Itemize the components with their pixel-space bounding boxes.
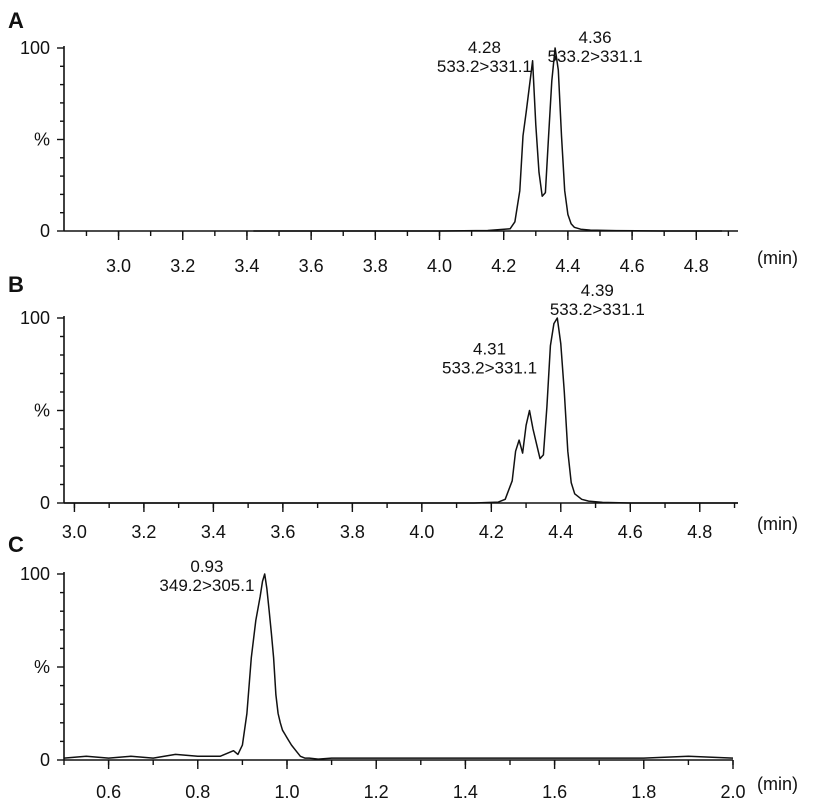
chart-panel-c: C 100% 0 0.6 0.8 1.0 1.2 1.4 1.6 1.8 2.0 (min) 0.933… <box>8 532 798 802</box>
y-axis-label: % <box>34 657 50 677</box>
y-axis-label: % <box>34 130 50 150</box>
x-tick-label: 3.4 <box>234 256 259 276</box>
peak-retention-time: 4.28 <box>468 38 501 57</box>
x-tick-label: 4.2 <box>479 522 504 542</box>
y-tick-label: 0 <box>40 221 50 241</box>
y-axis-label: % <box>34 401 50 421</box>
x-tick-label: 1.4 <box>453 782 478 802</box>
y-tick-label: 100 <box>20 38 50 58</box>
peak-transition-label: 533.2>331.1 <box>548 47 643 66</box>
x-axis-unit: (min) <box>757 248 798 268</box>
panel-letter: B <box>8 272 24 297</box>
x-tick-label: 3.8 <box>340 522 365 542</box>
x-tick-label: 3.0 <box>62 522 87 542</box>
x-tick-label: 3.2 <box>170 256 195 276</box>
y-tick-label: 100 <box>20 308 50 328</box>
peak-retention-time: 4.39 <box>581 281 614 300</box>
peak-retention-time: 0.93 <box>190 557 223 576</box>
panel-letter: C <box>8 532 24 557</box>
x-tick-label: 1.6 <box>542 782 567 802</box>
x-axis-unit: (min) <box>757 514 798 534</box>
x-tick-label: 4.8 <box>684 256 709 276</box>
peak-transition-label: 533.2>331.1 <box>442 359 537 378</box>
x-axis-unit: (min) <box>757 774 798 794</box>
x-tick-label: 0.8 <box>185 782 210 802</box>
x-tick-label: 1.2 <box>364 782 389 802</box>
x-tick-label: 4.0 <box>409 522 434 542</box>
chromatogram-trace <box>63 573 734 760</box>
chromatogram-trace <box>64 317 738 504</box>
x-tick-label: 3.8 <box>363 256 388 276</box>
panel-letter: A <box>8 8 24 33</box>
x-tick-label: 4.0 <box>427 256 452 276</box>
x-tick-label: 4.6 <box>618 522 643 542</box>
chart-panel-a: A 100% 0 3.0 3.2 3.4 3.6 3.8 4.0 4.2 4.4 4.6 4.8 (min… <box>8 8 798 276</box>
y-tick-label: 0 <box>40 750 50 770</box>
x-tick-label: 4.8 <box>687 522 712 542</box>
peak-transition-label: 533.2>331.1 <box>437 57 532 76</box>
x-tick-label: 2.0 <box>720 782 745 802</box>
peak-retention-time: 4.31 <box>473 340 506 359</box>
x-tick-label: 3.6 <box>299 256 324 276</box>
chromatogram-trace <box>253 47 722 232</box>
x-tick-label: 1.0 <box>274 782 299 802</box>
x-tick-label: 3.4 <box>201 522 226 542</box>
peak-transition-label: 349.2>305.1 <box>159 576 254 595</box>
x-tick-label: 0.6 <box>96 782 121 802</box>
x-tick-label: 3.6 <box>270 522 295 542</box>
peak-transition-label: 533.2>331.1 <box>550 300 645 319</box>
x-tick-label: 4.4 <box>555 256 580 276</box>
chart-panel-b: B 100% 0 3.0 3.2 3.4 3.6 3.8 4.0 4.2 4.4 4.6 4.8 (min… <box>8 272 798 542</box>
y-tick-label: 100 <box>20 564 50 584</box>
x-tick-label: 4.2 <box>491 256 516 276</box>
y-tick-label: 0 <box>40 493 50 513</box>
x-tick-label: 4.6 <box>620 256 645 276</box>
x-tick-label: 3.2 <box>131 522 156 542</box>
x-tick-label: 3.0 <box>106 256 131 276</box>
x-tick-label: 4.4 <box>548 522 573 542</box>
x-tick-label: 1.8 <box>631 782 656 802</box>
peak-retention-time: 4.36 <box>579 28 612 47</box>
